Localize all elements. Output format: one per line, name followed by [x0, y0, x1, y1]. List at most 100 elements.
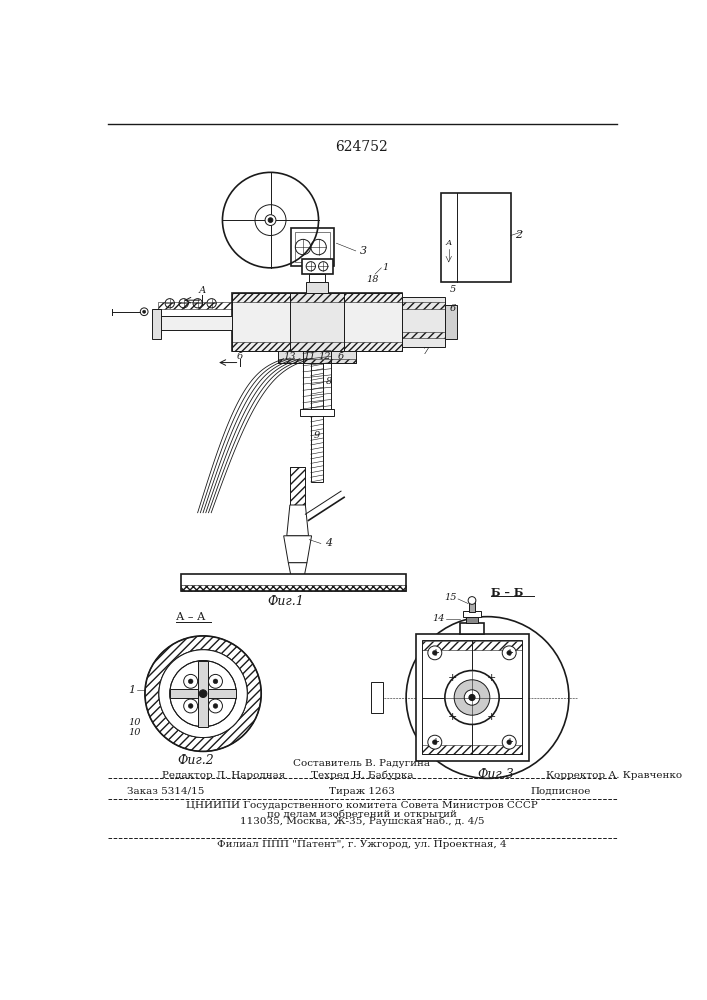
Text: 13: 13 — [284, 352, 296, 361]
Text: 3: 3 — [360, 246, 367, 256]
Bar — [232, 293, 402, 351]
Bar — [290, 466, 305, 505]
Text: +: + — [506, 648, 513, 658]
Text: 1: 1 — [129, 685, 136, 695]
Text: Фиг.1: Фиг.1 — [268, 595, 305, 608]
Bar — [279, 351, 356, 363]
Bar — [402, 332, 445, 338]
Bar — [311, 268, 323, 482]
Circle shape — [507, 740, 512, 744]
Text: Тираж 1263: Тираж 1263 — [329, 787, 395, 796]
Bar — [290, 466, 305, 505]
Text: 8: 8 — [325, 377, 332, 386]
Text: 113035, Москва, Ж-35, Раушская наб., д. 4/5: 113035, Москва, Ж-35, Раушская наб., д. … — [240, 817, 484, 826]
Bar — [344, 293, 402, 351]
Circle shape — [433, 651, 437, 655]
Circle shape — [464, 690, 480, 705]
Wedge shape — [159, 650, 247, 738]
Text: б: б — [337, 352, 344, 361]
Bar — [371, 682, 383, 713]
Text: Фиг.2: Фиг.2 — [177, 754, 214, 767]
Text: +: + — [448, 673, 457, 683]
Bar — [469, 600, 475, 612]
Bar — [182, 585, 406, 591]
Text: +: + — [486, 673, 496, 683]
Text: 7: 7 — [422, 347, 428, 356]
Circle shape — [433, 740, 437, 744]
Bar — [344, 293, 402, 302]
Text: 4: 4 — [325, 538, 332, 548]
Text: +: + — [506, 737, 513, 747]
Bar — [402, 297, 445, 347]
Polygon shape — [284, 536, 312, 563]
Circle shape — [428, 646, 442, 660]
Text: Техред Н. Бабурка: Техред Н. Бабурка — [310, 771, 413, 780]
Bar — [460, 623, 484, 634]
Text: 9: 9 — [314, 431, 320, 440]
Circle shape — [502, 646, 516, 660]
Circle shape — [188, 704, 193, 708]
Bar — [309, 274, 325, 282]
Text: б: б — [237, 352, 243, 361]
Bar — [291, 228, 334, 266]
Text: Филиал ППП "Патент", г. Ужгород, ул. Проектная, 4: Филиал ППП "Патент", г. Ужгород, ул. Про… — [217, 840, 507, 849]
Text: А: А — [445, 239, 452, 247]
Text: 2: 2 — [515, 231, 522, 240]
Text: 10: 10 — [129, 728, 141, 737]
Text: А – А: А – А — [176, 612, 205, 622]
Text: +: + — [448, 712, 457, 722]
Circle shape — [502, 735, 516, 749]
Bar — [170, 689, 236, 698]
Bar — [344, 342, 402, 351]
Text: по делам изобретений и открытий: по делам изобретений и открытий — [267, 809, 457, 819]
Bar — [441, 193, 510, 282]
Bar — [300, 409, 334, 416]
Text: +: + — [431, 737, 439, 747]
Text: ЦНИИПИ Государственного комитета Совета Министров СССР: ЦНИИПИ Государственного комитета Совета … — [186, 801, 538, 810]
Bar — [182, 574, 406, 591]
Bar — [232, 293, 290, 302]
Text: 12: 12 — [318, 352, 331, 361]
Text: +: + — [486, 712, 496, 722]
Text: Редактор Л. Народная: Редактор Л. Народная — [162, 771, 285, 780]
Text: 14: 14 — [433, 614, 445, 623]
Bar — [422, 641, 522, 650]
Bar — [232, 342, 290, 351]
Bar — [422, 640, 522, 754]
Bar — [416, 634, 529, 761]
Bar — [290, 293, 344, 351]
Bar — [290, 293, 344, 302]
Bar — [301, 259, 332, 274]
Circle shape — [265, 215, 276, 225]
Bar — [290, 342, 344, 351]
Circle shape — [199, 690, 207, 698]
Text: 11: 11 — [303, 352, 315, 361]
Circle shape — [406, 617, 569, 778]
Bar — [303, 351, 331, 413]
Circle shape — [468, 597, 476, 604]
Circle shape — [445, 671, 499, 724]
Circle shape — [268, 218, 273, 222]
Bar — [279, 359, 356, 363]
Text: Составитель В. Радугина: Составитель В. Радугина — [293, 759, 431, 768]
Circle shape — [469, 694, 475, 701]
Text: Заказ 5314/15: Заказ 5314/15 — [127, 787, 204, 796]
Text: 15: 15 — [444, 593, 457, 602]
Bar — [422, 745, 522, 754]
Text: Фиг.3: Фиг.3 — [477, 768, 513, 781]
Text: Б – Б: Б – Б — [491, 587, 524, 598]
Text: 624752: 624752 — [336, 140, 388, 154]
Bar — [158, 302, 232, 309]
Text: Корректор А. Кравченко: Корректор А. Кравченко — [546, 771, 682, 780]
Text: 10: 10 — [129, 718, 141, 727]
Polygon shape — [288, 563, 307, 586]
Bar — [466, 617, 478, 623]
Text: А: А — [199, 286, 206, 295]
Bar — [296, 232, 330, 262]
Text: 1: 1 — [382, 263, 388, 272]
Text: 6: 6 — [450, 304, 456, 313]
Text: 18: 18 — [366, 275, 379, 284]
Bar — [232, 293, 290, 351]
Bar — [199, 661, 208, 727]
Text: +: + — [431, 648, 439, 658]
